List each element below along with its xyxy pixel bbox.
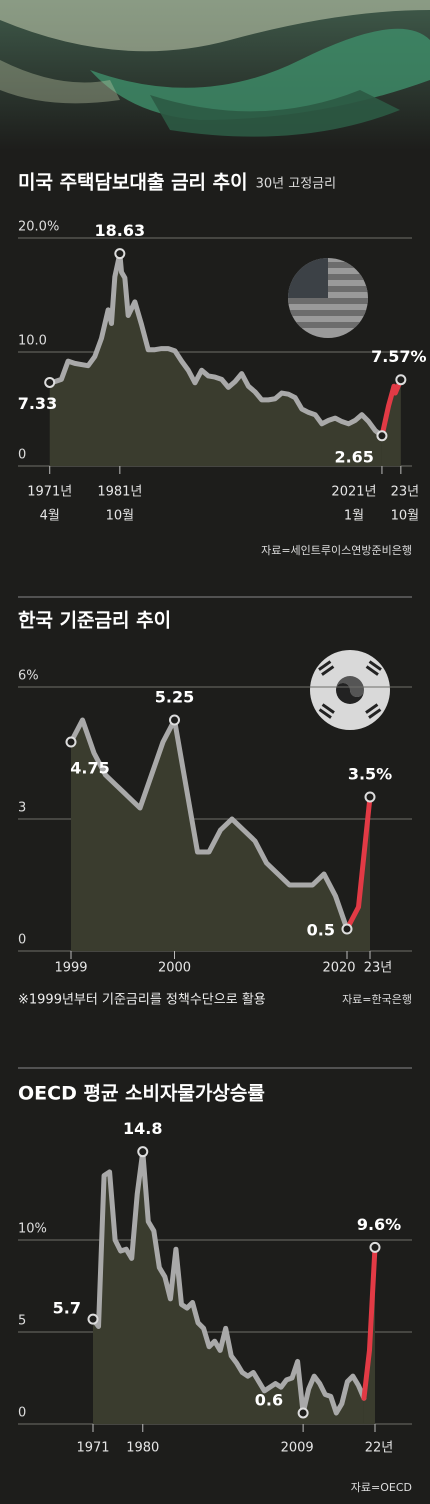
x-tick-label: 1980 xyxy=(126,1441,159,1456)
y-tick-label: 10% xyxy=(18,1222,47,1237)
area xyxy=(71,720,347,951)
data-label: 7.57% xyxy=(371,347,427,366)
source: 자료=한국은행 xyxy=(342,993,412,1006)
chart-title: OECD 평균 소비자물가상승률 xyxy=(18,1083,265,1105)
x-tick-label: 1월 xyxy=(344,509,364,524)
line xyxy=(90,1149,367,1416)
point-marker xyxy=(341,923,353,935)
x-tick-label: 23년 xyxy=(364,961,393,976)
y-tick-label: 5 xyxy=(18,1314,26,1329)
chart-subtitle: 30년 고정금리 xyxy=(256,177,336,192)
us-flag xyxy=(288,258,368,338)
line xyxy=(379,377,404,439)
point-marker xyxy=(44,376,56,388)
chart-title: 미국 주택담보대출 금리 추이 xyxy=(18,172,248,194)
point-marker xyxy=(376,430,388,442)
x-tick-label: 4월 xyxy=(40,509,60,524)
data-label: 3.5% xyxy=(348,765,392,784)
x-tick-label: 1971년 xyxy=(27,485,72,500)
line xyxy=(68,717,350,932)
line xyxy=(47,251,385,439)
x-tick-label: 1971 xyxy=(76,1441,109,1456)
x-tick-label: 23년 xyxy=(391,485,420,500)
data-label: 5.7 xyxy=(53,1299,81,1318)
point-marker xyxy=(87,1313,99,1325)
x-tick-label: 1981년 xyxy=(97,485,142,500)
y-tick-label: 0 xyxy=(18,1406,26,1421)
area xyxy=(93,1151,364,1424)
data-label: 7.33 xyxy=(18,394,57,413)
chart-title: 한국 기준금리 추이 xyxy=(18,610,171,632)
data-label: 5.25 xyxy=(155,688,194,707)
data-label: 4.75 xyxy=(70,759,109,778)
point-marker xyxy=(169,714,180,726)
point-marker xyxy=(137,1146,149,1158)
source: 자료=OECD xyxy=(351,1481,412,1494)
area xyxy=(347,797,370,951)
y-tick-label: 3 xyxy=(18,801,26,816)
note: ※1999년부터 기준금리를 정책수단으로 활용 xyxy=(18,993,266,1008)
x-tick-label: 2021년 xyxy=(331,485,376,500)
line xyxy=(344,794,373,932)
point-marker xyxy=(369,1241,381,1253)
x-tick-label: 10월 xyxy=(391,509,420,524)
y-tick-label: 0 xyxy=(18,448,26,463)
x-tick-label: 1999 xyxy=(54,961,87,976)
data-label: 9.6% xyxy=(357,1215,401,1234)
point-marker xyxy=(364,791,376,803)
korea-flag xyxy=(310,650,390,730)
y-tick-label: 6% xyxy=(18,669,39,684)
x-tick-label: 10월 xyxy=(106,509,135,524)
point-marker xyxy=(297,1407,309,1419)
data-label: 2.65 xyxy=(334,447,373,466)
data-label: 0.5 xyxy=(307,921,335,940)
y-tick-label: 0 xyxy=(18,933,26,948)
point-marker xyxy=(395,374,407,386)
point-marker xyxy=(65,736,77,748)
data-label: 0.6 xyxy=(255,1390,283,1409)
header-illustration xyxy=(0,0,430,150)
data-label: 14.8 xyxy=(123,1119,162,1138)
data-label: 18.63 xyxy=(95,221,146,240)
y-tick-label: 10.0 xyxy=(18,334,47,349)
x-tick-label: 22년 xyxy=(365,1441,394,1456)
y-tick-label: 20.0% xyxy=(18,220,59,235)
area xyxy=(381,379,401,466)
source: 자료=세인트루이스연방준비은행 xyxy=(261,544,412,557)
line xyxy=(361,1244,378,1401)
x-tick-label: 2000 xyxy=(158,961,191,976)
point-marker xyxy=(114,248,126,260)
x-tick-label: 2020 xyxy=(322,961,355,976)
x-tick-label: 2009 xyxy=(281,1441,314,1456)
